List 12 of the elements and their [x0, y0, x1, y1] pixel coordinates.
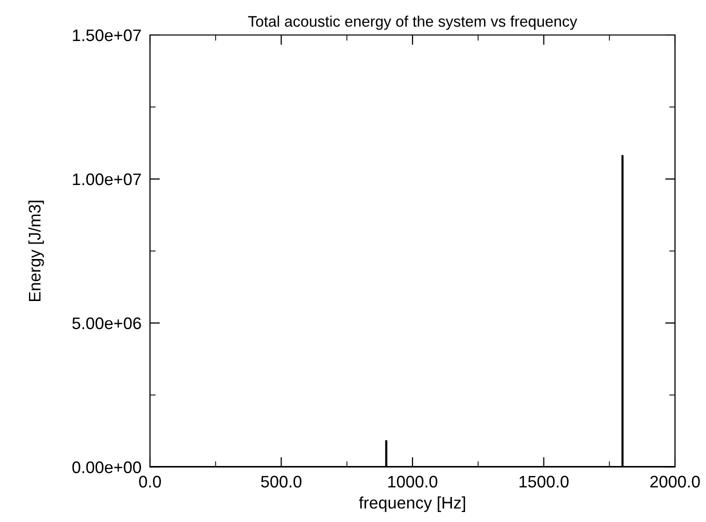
y-tick-label: 1.00e+07 — [72, 173, 141, 186]
x-tick-label: 2000.0 — [650, 476, 700, 488]
x-tick-label: 1500.0 — [520, 476, 569, 488]
y-tick-label: 5.00e+06 — [72, 317, 141, 330]
y-tick-label: 1.50e+07 — [72, 29, 141, 42]
y-tick-label: 0.00e+00 — [72, 461, 142, 474]
x-tick-label: 1000.0 — [388, 476, 438, 488]
x-tick-label: 0.0 — [139, 476, 161, 488]
x-axis-title: frequency [Hz] — [359, 496, 466, 512]
chart-title: Total acoustic energy of the system vs frequency — [248, 16, 578, 30]
x-tick-label: 500.0 — [261, 476, 302, 488]
y-axis-title: Energy [J/m3] — [28, 200, 44, 302]
